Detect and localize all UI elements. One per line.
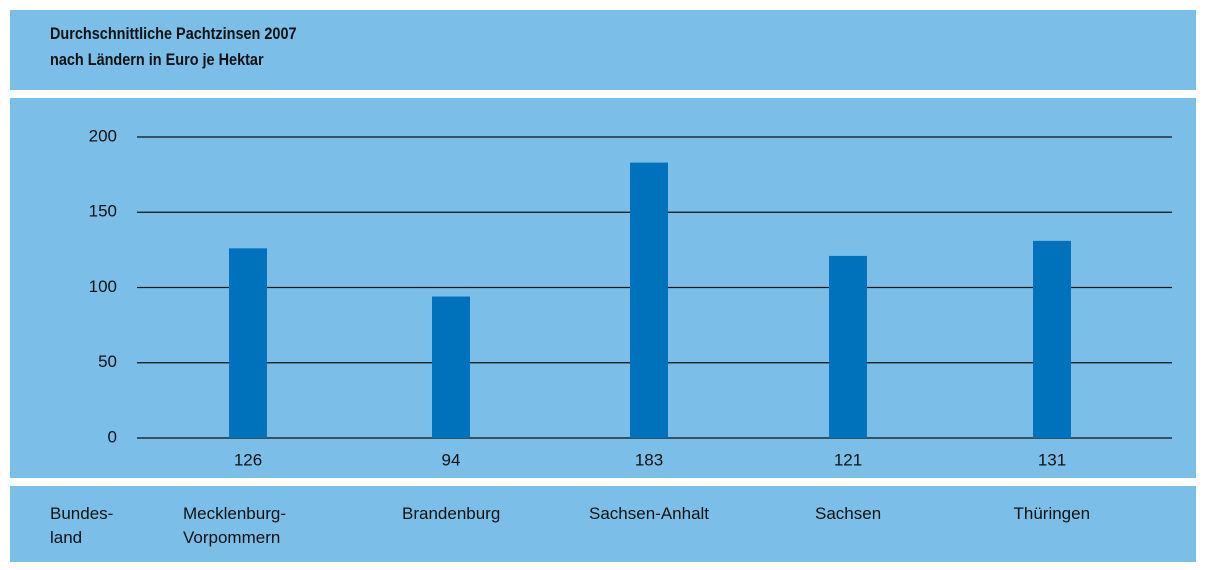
value-label: 183 xyxy=(635,450,663,469)
value-label: 121 xyxy=(834,450,862,469)
bar xyxy=(229,248,267,438)
y-tick-label: 150 xyxy=(89,202,117,221)
x-tick-label: Sachsen xyxy=(815,504,882,523)
bar xyxy=(829,255,867,438)
category-panel: Bundes-land Mecklenburg-Vorpommern Brande… xyxy=(10,486,1196,562)
x-axis-label: Bundes-land xyxy=(50,504,114,547)
x-tick-label: Sachsen-Anhalt xyxy=(589,504,710,523)
bar xyxy=(432,296,470,438)
value-label: 126 xyxy=(234,450,262,469)
y-tick-label: 0 xyxy=(108,427,117,446)
x-tick-label: Brandenburg xyxy=(402,504,501,523)
y-tick-label: 200 xyxy=(89,126,117,145)
x-tick-label: Mecklenburg-Vorpommern xyxy=(183,504,286,547)
bar xyxy=(630,162,668,438)
y-tick-label: 100 xyxy=(89,277,117,296)
chart-title: Durchschnittliche Pachtzinsen 2007 xyxy=(50,24,297,43)
bar xyxy=(1033,240,1071,438)
value-label: 131 xyxy=(1038,450,1066,469)
title-panel: Durchschnittliche Pachtzinsen 2007 nach … xyxy=(10,10,1196,90)
y-tick-label: 50 xyxy=(98,352,117,371)
chart-subtitle: nach Ländern in Euro je Hektar xyxy=(50,50,264,69)
value-label: 94 xyxy=(442,450,461,469)
x-tick-label: Thüringen xyxy=(1013,504,1091,523)
